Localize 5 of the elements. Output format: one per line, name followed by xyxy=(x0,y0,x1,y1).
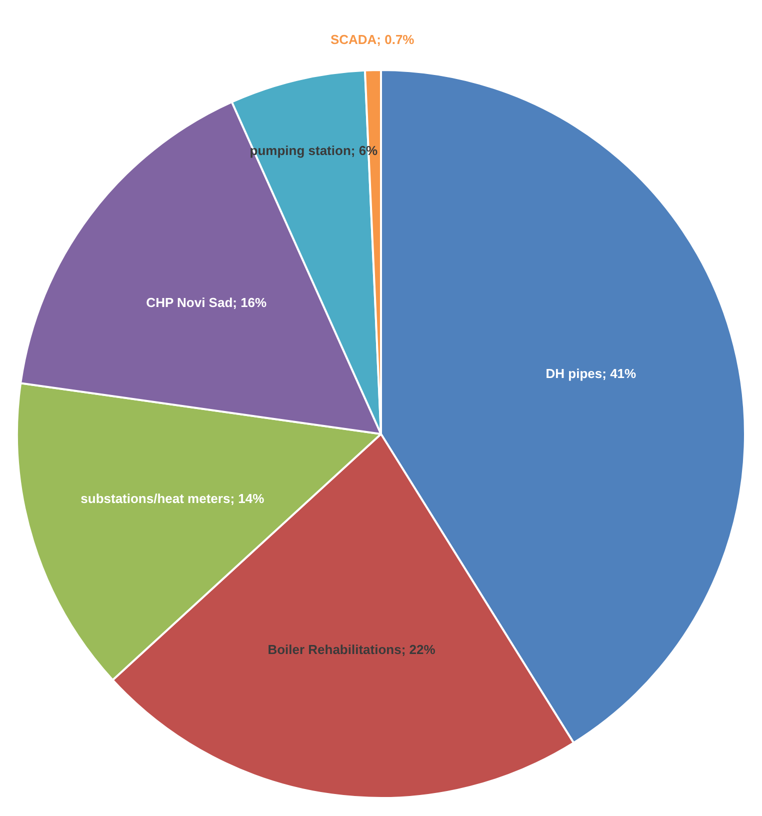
slice-label: DH pipes; 41% xyxy=(546,364,636,383)
slice-label: Boiler Rehabilitations; 22% xyxy=(268,641,436,660)
slice-label: CHP Novi Sad; 16% xyxy=(146,294,267,312)
slice-label: substations/heat meters; 14% xyxy=(80,490,264,508)
slice-label: SCADA; 0.7% xyxy=(330,31,414,49)
